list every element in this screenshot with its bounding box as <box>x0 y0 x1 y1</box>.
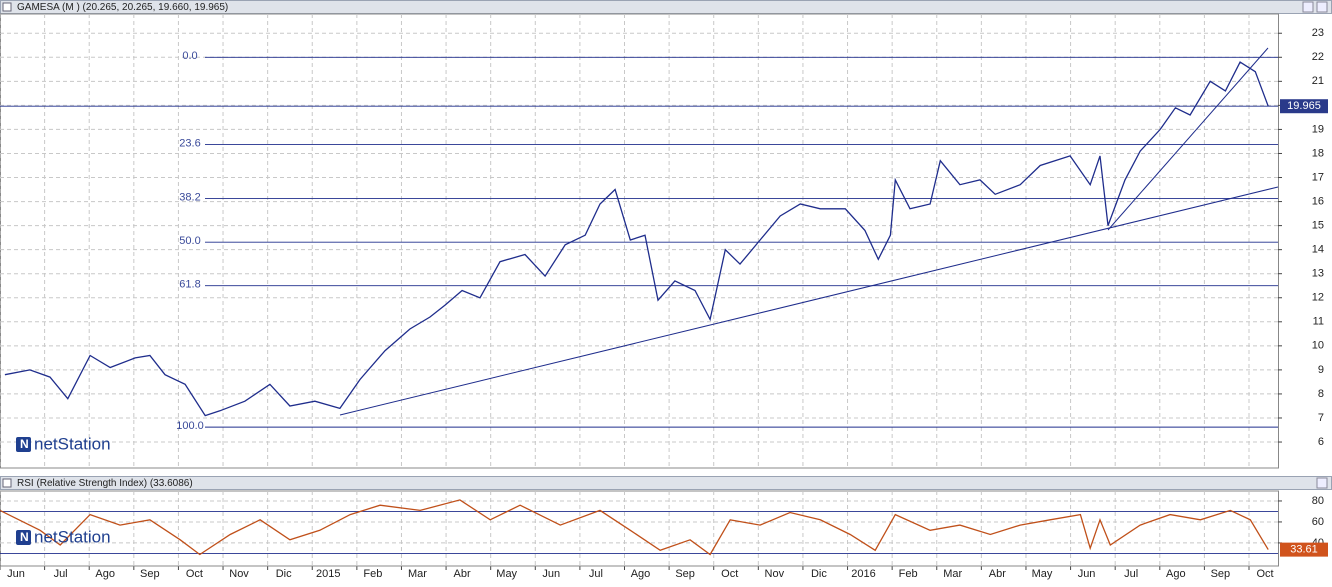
y-tick-label: 16 <box>1312 195 1324 207</box>
y-tick-label: 14 <box>1312 244 1324 256</box>
y-tick-label: 10 <box>1312 340 1324 352</box>
x-tick-label: Sep <box>675 568 695 580</box>
x-tick-label: Oct <box>186 568 203 580</box>
x-tick-label: Sep <box>140 568 160 580</box>
y-tick-label: 19 <box>1312 123 1324 135</box>
x-tick-label: Ago <box>631 568 651 580</box>
x-tick-label: Feb <box>363 568 382 580</box>
logo: N netStation <box>16 434 111 453</box>
y-tick-label: 12 <box>1312 292 1324 304</box>
y-tick-label: 9 <box>1318 364 1324 376</box>
chart-title: GAMESA (M ) (20.265, 20.265, 19.660, 19.… <box>17 2 228 13</box>
window-icon <box>2 478 12 488</box>
rsi-header-bar <box>0 476 1332 490</box>
x-tick-label: Oct <box>721 568 738 580</box>
x-tick-label: Dic <box>811 568 827 580</box>
y-tick-label: 23 <box>1312 27 1324 39</box>
x-tick-label: Jul <box>589 568 603 580</box>
x-tick-label: Ago <box>95 568 115 580</box>
plot-layer: Jun Jul Ago Sep Oct Nov Dic 2015 Feb Mar Abr May Jun… <box>0 13 1328 580</box>
fib-level-label: 23.6 <box>179 137 200 149</box>
fib-level-label: 38.2 <box>179 191 200 203</box>
y-tick-label: 22 <box>1312 51 1324 63</box>
x-tick-label: Abr <box>989 568 1006 580</box>
x-tick-label: Jul <box>54 568 68 580</box>
trend-line <box>339 186 1279 416</box>
y-tick-label: 6 <box>1318 436 1324 448</box>
x-tick-label: Jun <box>1078 568 1096 580</box>
fib-level-label: 100.0 <box>176 420 204 432</box>
y-tick-label: 7 <box>1318 412 1324 424</box>
last-value-box <box>1280 99 1328 114</box>
close-button[interactable] <box>1316 477 1328 489</box>
price-line <box>4 61 1269 417</box>
x-tick-label: Feb <box>899 568 918 580</box>
x-tick-label: Mar <box>943 568 962 580</box>
x-tick-label: Nov <box>765 568 785 580</box>
y-tick-label: 8 <box>1318 388 1324 400</box>
x-tick-label: Mar <box>408 568 427 580</box>
x-tick-label: Jun <box>7 568 25 580</box>
watermark: netStation <box>34 527 111 546</box>
logo: N netStation <box>16 527 111 546</box>
fib-level-label: 50.0 <box>179 235 200 247</box>
window-icon <box>2 2 12 12</box>
y-tick-label: 13 <box>1312 268 1324 280</box>
watermark: netStation <box>34 434 111 453</box>
price-line <box>0 499 1269 556</box>
fib-level-label: 61.8 <box>179 279 200 291</box>
last-value-label: 19.965 <box>1287 100 1321 112</box>
x-tick-label: Oct <box>1256 568 1273 580</box>
x-tick-label: 2016 <box>851 568 875 580</box>
logo-icon <box>16 437 31 452</box>
x-tick-label: May <box>1032 568 1053 580</box>
last-value-label: 33.61 <box>1290 544 1318 556</box>
y-tick-label: 60 <box>1312 516 1324 528</box>
x-tick-label: Ago <box>1166 568 1186 580</box>
rsi-title: RSI (Relative Strength Index) (33.6086) <box>17 478 193 489</box>
y-tick-label: 21 <box>1312 75 1324 87</box>
x-tick-label: May <box>496 568 517 580</box>
minimize-button[interactable] <box>1302 1 1314 13</box>
logo-letter: N <box>20 437 29 451</box>
y-tick-label: 18 <box>1312 147 1324 159</box>
fib-level-label: 0.0 <box>182 50 197 62</box>
y-tick-label: 80 <box>1312 495 1324 507</box>
x-tick-label: Abr <box>454 568 471 580</box>
logo-icon <box>16 530 31 545</box>
x-tick-label: Nov <box>229 568 249 580</box>
close-button[interactable] <box>1316 1 1328 13</box>
x-tick-label: Jun <box>542 568 560 580</box>
plot-area <box>0 13 1279 469</box>
y-tick-label: 15 <box>1312 220 1324 232</box>
y-tick-label: 17 <box>1312 171 1324 183</box>
x-tick-label: Sep <box>1211 568 1231 580</box>
plot-area <box>0 490 1279 567</box>
x-tick-label: Dic <box>276 568 292 580</box>
trend-line <box>1107 47 1269 231</box>
y-tick-label: 11 <box>1313 316 1324 328</box>
last-value-box <box>1280 542 1328 557</box>
x-tick-label: Jul <box>1124 568 1138 580</box>
logo-letter: N <box>20 530 29 544</box>
x-tick-label: 2015 <box>316 568 340 580</box>
